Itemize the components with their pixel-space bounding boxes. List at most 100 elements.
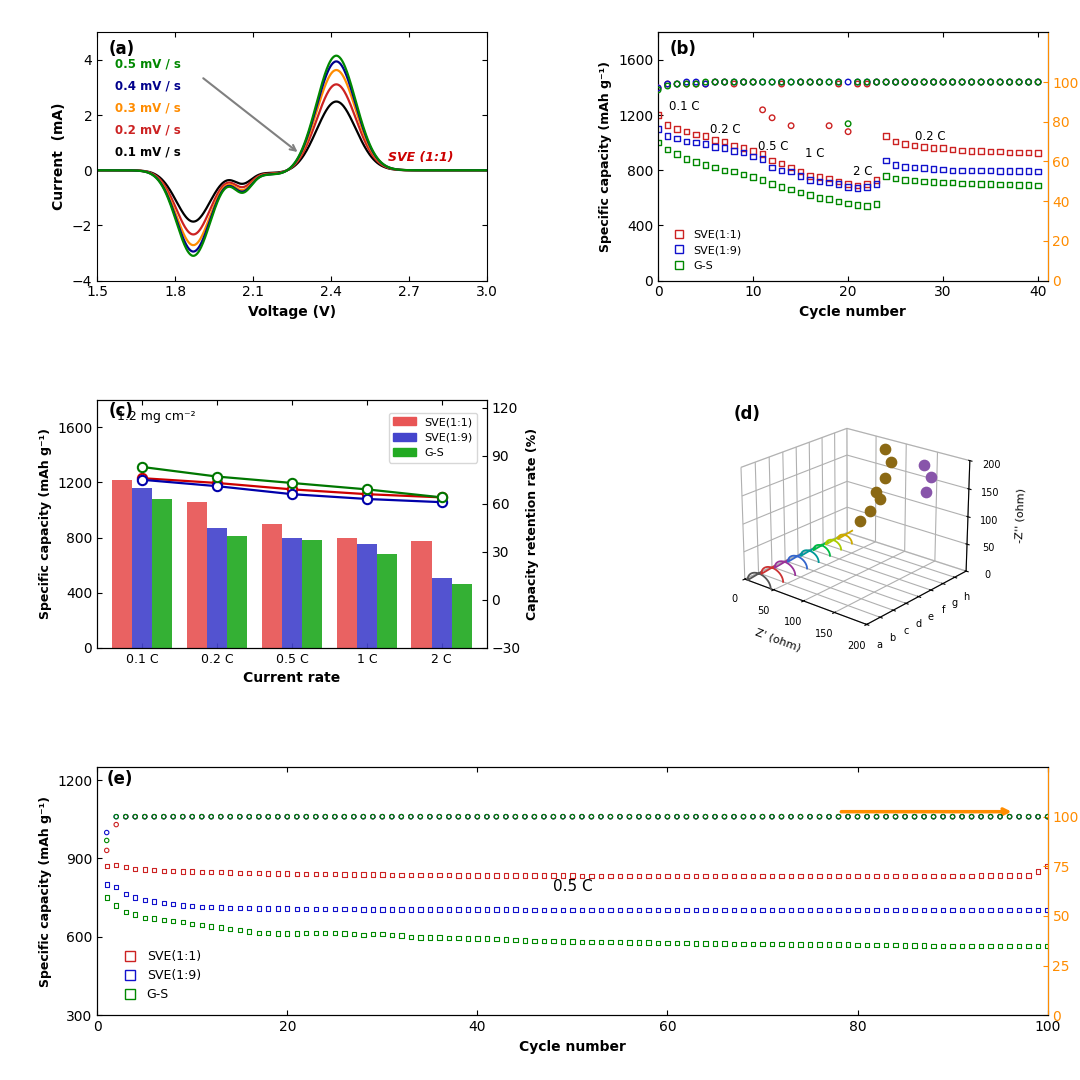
Text: 2 C: 2 C bbox=[853, 165, 873, 178]
Point bbox=[811, 73, 828, 91]
Point bbox=[801, 867, 819, 885]
Point bbox=[259, 808, 276, 825]
Point bbox=[449, 808, 467, 825]
Point bbox=[944, 73, 961, 91]
Point bbox=[829, 76, 847, 93]
Point bbox=[393, 808, 410, 825]
Point bbox=[1011, 808, 1028, 825]
Point bbox=[649, 134, 666, 151]
Point bbox=[136, 909, 153, 927]
Point bbox=[174, 863, 191, 880]
Point bbox=[735, 139, 753, 157]
Point bbox=[411, 866, 429, 883]
Point bbox=[283, 486, 300, 503]
Point bbox=[839, 194, 856, 212]
Text: 0.2 C: 0.2 C bbox=[915, 131, 945, 144]
Point bbox=[488, 808, 505, 825]
Point bbox=[744, 143, 761, 160]
Point bbox=[924, 808, 942, 825]
Point bbox=[764, 159, 781, 176]
X-axis label: Cycle number: Cycle number bbox=[519, 1040, 625, 1054]
Point bbox=[649, 867, 666, 885]
Point bbox=[754, 73, 771, 91]
Point bbox=[944, 73, 961, 91]
Point bbox=[193, 917, 211, 934]
Point bbox=[269, 924, 286, 942]
Point bbox=[934, 73, 951, 91]
Point bbox=[963, 162, 981, 179]
Point bbox=[488, 808, 505, 825]
Point bbox=[649, 934, 666, 951]
Point bbox=[108, 856, 125, 874]
Point bbox=[868, 195, 886, 213]
Point bbox=[212, 863, 229, 880]
Point bbox=[839, 123, 856, 140]
Point bbox=[307, 808, 324, 825]
Point bbox=[697, 76, 714, 93]
Point bbox=[554, 902, 571, 919]
Point bbox=[383, 808, 401, 825]
Point bbox=[859, 808, 876, 825]
Point bbox=[868, 73, 886, 91]
Point bbox=[688, 125, 705, 143]
Point bbox=[1011, 808, 1028, 825]
Point bbox=[526, 932, 543, 949]
Point bbox=[364, 926, 381, 943]
Point bbox=[536, 808, 553, 825]
Point bbox=[678, 76, 696, 93]
Point bbox=[678, 934, 696, 951]
Point bbox=[991, 143, 1009, 160]
Point bbox=[507, 808, 524, 825]
Point bbox=[887, 73, 904, 91]
Point bbox=[156, 862, 173, 879]
Point bbox=[346, 808, 363, 825]
Point bbox=[1029, 163, 1047, 180]
Point bbox=[792, 902, 809, 919]
Point bbox=[108, 816, 125, 834]
Point bbox=[544, 867, 562, 885]
Point bbox=[726, 76, 743, 93]
Point bbox=[744, 73, 761, 91]
Point bbox=[592, 808, 609, 825]
Point bbox=[944, 902, 961, 919]
Point bbox=[573, 867, 591, 885]
Point bbox=[906, 73, 923, 91]
Point bbox=[924, 160, 942, 177]
Point bbox=[402, 866, 419, 883]
Point bbox=[649, 808, 666, 825]
Point bbox=[697, 808, 714, 825]
Point bbox=[954, 175, 971, 192]
Point bbox=[478, 867, 496, 885]
Point bbox=[1001, 162, 1018, 179]
Point bbox=[1029, 73, 1047, 91]
Point bbox=[963, 175, 981, 192]
Point bbox=[208, 468, 226, 485]
Point bbox=[687, 808, 704, 825]
Point bbox=[602, 808, 619, 825]
Point bbox=[849, 73, 866, 91]
Point bbox=[1001, 808, 1018, 825]
Point bbox=[896, 158, 914, 175]
Point bbox=[478, 808, 496, 825]
Point bbox=[374, 866, 391, 883]
Point bbox=[488, 808, 505, 825]
Point bbox=[516, 867, 534, 885]
Point bbox=[146, 893, 163, 910]
Point bbox=[982, 808, 999, 825]
Point bbox=[887, 902, 904, 919]
Point bbox=[991, 176, 1009, 193]
Point bbox=[829, 808, 847, 825]
Point bbox=[1029, 73, 1047, 91]
Point bbox=[1001, 176, 1018, 193]
Point bbox=[374, 901, 391, 918]
Point bbox=[896, 73, 914, 91]
Point bbox=[433, 489, 450, 507]
Point bbox=[184, 808, 201, 825]
Point bbox=[536, 932, 553, 949]
Point bbox=[782, 181, 799, 199]
Point bbox=[734, 902, 752, 919]
Point bbox=[972, 808, 989, 825]
Point bbox=[829, 936, 847, 954]
Point bbox=[669, 808, 686, 825]
Point bbox=[687, 867, 704, 885]
